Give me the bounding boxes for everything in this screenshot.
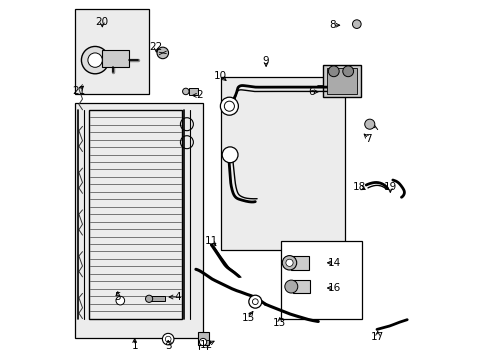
Circle shape [116,296,124,305]
Text: 12: 12 [200,340,213,350]
Text: 18: 18 [352,182,366,192]
Circle shape [342,66,353,77]
Text: 7: 7 [365,134,371,144]
Text: 19: 19 [383,182,396,192]
Bar [151,296,165,301]
Circle shape [284,280,297,293]
Text: 21: 21 [72,86,85,96]
Circle shape [285,259,292,266]
Text: 1: 1 [131,341,138,351]
Bar [102,50,128,67]
Bar [189,88,198,95]
Text: 10: 10 [213,71,226,81]
Circle shape [364,119,374,129]
Circle shape [162,333,174,345]
Bar [89,110,182,319]
Text: 15: 15 [241,312,254,323]
Circle shape [182,88,189,95]
Bar [280,241,361,319]
Text: 9: 9 [262,56,269,66]
Bar [75,103,203,338]
Text: 22: 22 [149,42,163,52]
Bar [322,65,360,97]
Text: 8: 8 [329,20,335,30]
Circle shape [220,97,238,115]
Circle shape [222,147,238,163]
Circle shape [157,47,168,59]
Bar [197,332,209,345]
Bar [326,68,356,94]
Circle shape [328,66,339,77]
Text: 11: 11 [204,236,218,246]
Bar [75,9,149,94]
Bar [292,280,310,293]
Circle shape [252,299,258,305]
Circle shape [248,295,261,308]
Text: 2: 2 [196,90,203,100]
Text: 17: 17 [370,332,384,342]
Bar [291,256,309,270]
Circle shape [88,53,102,67]
Text: 5: 5 [114,292,121,302]
Circle shape [145,295,152,302]
Circle shape [165,336,171,342]
Text: 14: 14 [327,258,341,268]
Circle shape [224,101,234,111]
Text: 20: 20 [96,17,109,27]
Text: 4: 4 [174,292,181,302]
Text: 3: 3 [164,341,171,351]
Text: 13: 13 [273,318,286,328]
Circle shape [199,338,206,346]
Circle shape [282,256,296,270]
Text: 16: 16 [327,283,341,293]
Bar [221,77,345,250]
Circle shape [352,20,361,28]
Text: 6: 6 [307,87,314,97]
Circle shape [81,46,108,74]
